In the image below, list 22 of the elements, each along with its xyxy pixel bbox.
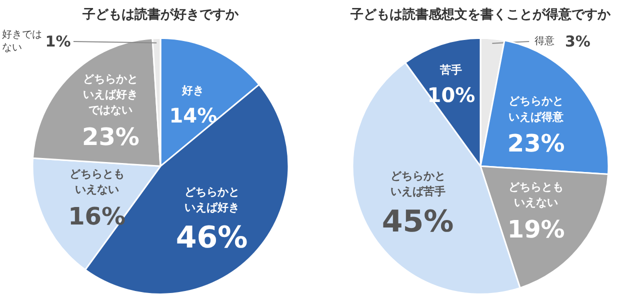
data-label: 23% (82, 123, 140, 152)
slice-label: 得意 (534, 34, 554, 47)
slice-label: どちらかといえば得意 (508, 94, 565, 124)
data-label: 3% (564, 32, 590, 50)
slice-label: どちらともいえない (508, 180, 564, 210)
data-label: 14% (169, 103, 218, 128)
slice-label: どちらかといえば好きではない (83, 72, 138, 117)
slice-label: どちらかといえば苦手 (390, 169, 446, 198)
data-label: 1% (45, 32, 71, 50)
slice-label: どちらともいえない (69, 167, 124, 196)
slice-label: どちらかといえば好き (184, 185, 240, 214)
data-label: 10% (427, 83, 476, 107)
data-label: 16% (68, 202, 126, 230)
data-label: 46% (176, 220, 248, 256)
chart-title: 子どもは読書が好きですか (82, 6, 240, 22)
slice-label: 苦手 (439, 64, 462, 77)
data-label: 45% (382, 204, 454, 240)
data-label: 23% (507, 130, 565, 158)
slice-label: 好きではない (2, 29, 42, 54)
data-label: 19% (507, 215, 565, 244)
chart-title: 子どもは読書感想文を書くことが得意ですか (350, 6, 612, 22)
slice-label: 好き (181, 84, 204, 98)
